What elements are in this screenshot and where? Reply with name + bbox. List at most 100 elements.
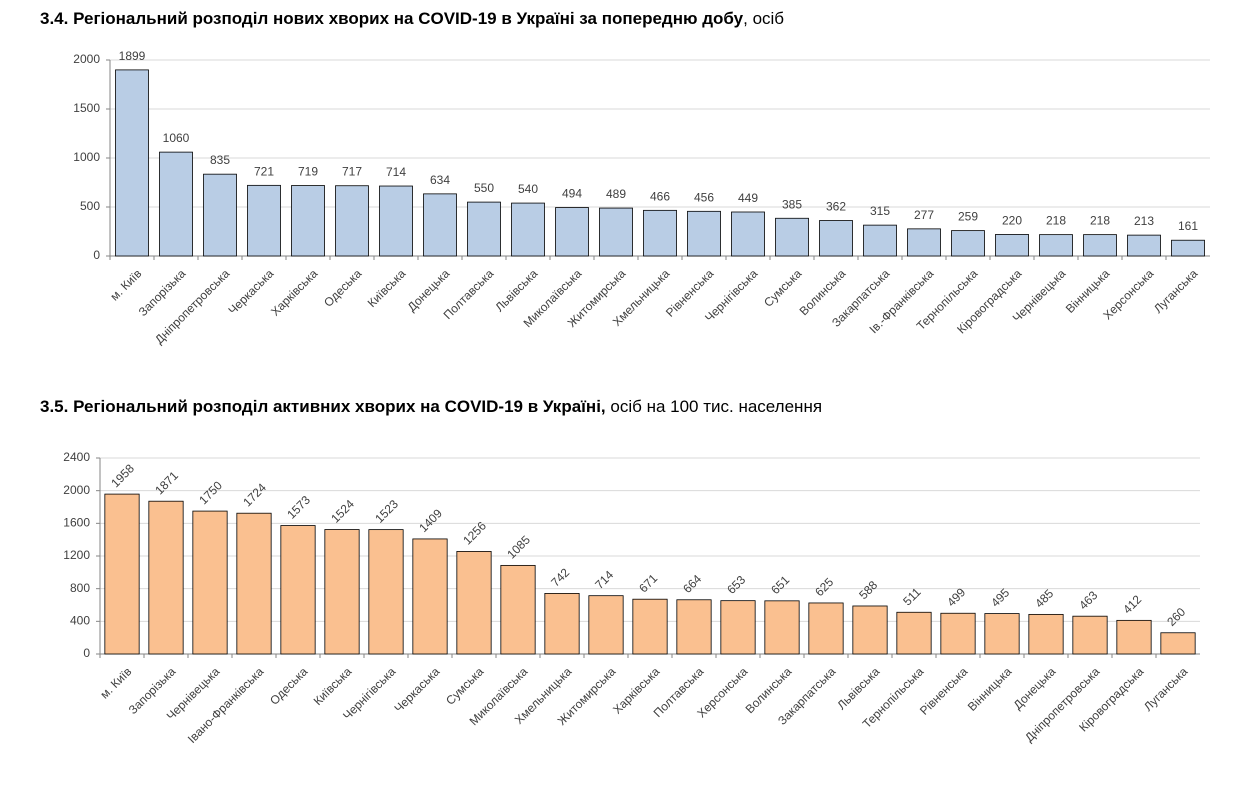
value-label: 714 [386,165,406,179]
bar [555,207,589,257]
value-label: 1899 [119,49,146,63]
x-tick-label: Луганська [1141,664,1191,714]
y-tick-label: 1600 [63,516,90,530]
bar [379,185,413,257]
value-label: 1085 [504,533,533,562]
x-tick-label: Дніпропетровська [152,266,233,347]
bar [940,612,976,655]
value-label: 385 [782,197,802,211]
bar [1072,615,1108,655]
bar [676,599,712,655]
bar [115,69,149,257]
value-label: 449 [738,191,758,205]
bar [236,512,272,655]
value-label: 259 [958,210,978,224]
value-label: 362 [826,200,846,214]
x-tick-label: Івано-Франківська [185,664,267,746]
x-tick-label: Одеська [267,664,310,707]
y-tick-label: 800 [70,581,90,595]
bar [896,611,932,655]
y-tick-label: 1000 [73,150,100,164]
bar [1116,619,1152,655]
x-tick-label: Сумська [443,664,487,708]
value-label: 835 [210,153,230,167]
value-label: 260 [1164,605,1188,629]
x-tick-label: Київська [365,266,409,310]
bar [324,529,360,655]
value-label: 1573 [284,493,313,522]
bar [852,605,888,655]
y-tick-label: 500 [80,199,100,213]
value-label: 1409 [416,506,445,535]
bar [632,598,668,655]
value-label: 742 [548,565,572,589]
bar [863,224,897,257]
bar [159,151,193,257]
value-label: 494 [562,187,582,201]
y-tick-label: 1500 [73,101,100,115]
bar [907,228,941,257]
x-tick-label: Вінницька [965,664,1015,714]
value-label: 1524 [328,497,357,526]
value-label: 218 [1090,214,1110,228]
bar [247,184,281,257]
chart-title-main: 3.4. Регіональний розподіл нових хворих … [40,9,744,28]
bar [819,220,853,257]
x-tick-label: Рівненська [917,664,971,718]
value-label: 489 [606,187,626,201]
value-label: 540 [518,182,538,196]
bar [599,207,633,257]
x-tick-label: Одеська [321,266,364,309]
bar [643,209,677,257]
value-label: 456 [694,190,714,204]
bar [720,600,756,655]
y-tick-label: 1200 [63,548,90,562]
value-label: 218 [1046,214,1066,228]
y-tick-label: 2000 [73,52,100,66]
value-label: 1523 [372,497,401,526]
bar [203,173,237,257]
bar [368,529,404,655]
x-tick-label: Київська [311,664,355,708]
value-label: 485 [1032,586,1056,610]
value-label: 161 [1178,219,1198,233]
value-label: 220 [1002,213,1022,227]
bar [1083,234,1117,257]
value-label: 653 [724,573,748,597]
x-tick-label: м. Київ [97,664,134,701]
value-label: 466 [650,189,670,203]
value-label: 213 [1134,214,1154,228]
y-tick-label: 400 [70,614,90,628]
bar [1028,613,1064,655]
bar [1160,632,1196,655]
bar [280,525,316,655]
x-tick-label: Черкаська [391,664,442,715]
bar [687,210,721,257]
bar [1039,234,1073,257]
bar [588,595,624,655]
bar [335,185,369,257]
bar [412,538,448,655]
bar [104,493,140,655]
value-label: 717 [342,165,362,179]
bar [984,613,1020,655]
value-label: 1750 [196,478,225,507]
bar [456,551,492,655]
bar [1171,239,1205,257]
value-label: 721 [254,164,274,178]
chart-title-suffix: , осіб [743,9,784,28]
bar [500,564,536,655]
y-tick-label: 2000 [63,483,90,497]
value-label: 1724 [240,480,269,509]
bar [467,201,501,257]
chart-title: 3.5. Регіональний розподіл активних хвор… [40,397,822,416]
x-tick-label: Сумська [761,266,805,310]
bar [511,202,545,257]
value-label: 412 [1120,592,1144,616]
bar [764,600,800,655]
chart-title-main: 3.5. Регіональний розподіл активних хвор… [40,397,606,416]
bar [192,510,228,655]
chart-title: 3.4. Регіональний розподіл нових хворих … [40,9,784,28]
value-label: 550 [474,181,494,195]
